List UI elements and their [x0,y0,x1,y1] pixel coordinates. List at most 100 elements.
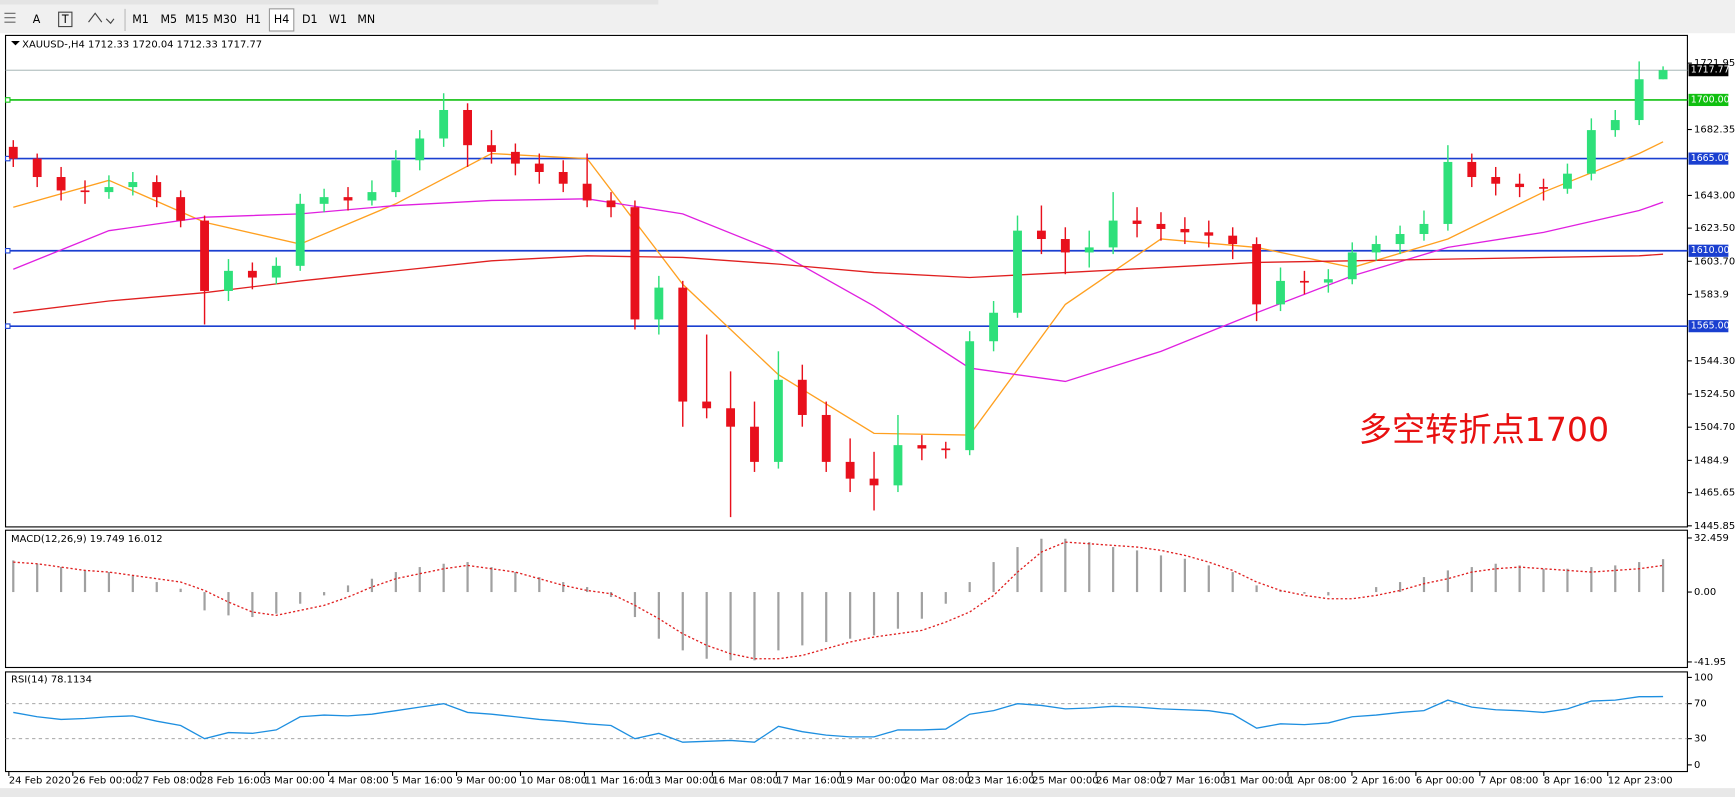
timeframe-button[interactable]: W1 [329,13,347,26]
y-tick-label: 0 [1694,760,1700,771]
candle-body [917,445,927,449]
candle-body [1204,232,1214,236]
x-tick-label: 10 Mar 08:00 [521,775,587,786]
level-handle [4,97,11,103]
candle-body [1276,280,1285,305]
y-tick-label: 70 [1694,699,1707,710]
y-tick-label: 1445.85 [1694,521,1735,532]
candle-body [1467,161,1477,178]
timeframe-selected [268,8,295,32]
x-tick-label: 31 Mar 00:00 [1224,775,1290,786]
timeframe-button[interactable]: M30 [213,13,237,26]
x-tick-label: 19 Mar 00:00 [840,775,906,786]
rsi-title: RSI(14) 78.1134 [11,675,92,686]
candle-body [1586,130,1596,174]
y-tick-label: 1682.35 [1694,125,1735,136]
candle-body [510,151,520,164]
candle-body [845,461,855,479]
timeframe-button[interactable]: D1 [302,13,318,26]
x-tick-label: 25 Mar 00:00 [1032,775,1098,786]
y-tick-label: 32.459 [1694,533,1729,544]
grip-icon [4,12,16,23]
candle-body [8,146,18,159]
candle-body [654,287,664,320]
rsi-panel [4,671,1688,773]
macd-signal [13,541,1664,660]
arrow-tool[interactable] [88,12,115,25]
candle-body [893,445,903,486]
candle-body [176,197,186,221]
x-tick-label: 28 Feb 16:00 [201,775,266,786]
candle-body [367,192,377,201]
candle-body [1443,161,1453,224]
x-tick-label: 13 Mar 00:00 [648,775,714,786]
y-tick-label: 1721.95 [1694,58,1735,69]
candle-body [1539,187,1548,189]
candle-body [1228,235,1238,245]
text-tool[interactable]: A [33,13,41,26]
candle-body [1323,279,1333,283]
y-tick-label: 1484.9 [1694,455,1729,466]
candle-body [200,220,209,291]
candle-body [56,177,66,191]
candle-body [1491,177,1501,184]
tab-strip [0,788,1735,797]
y-tick-label: 100 [1694,672,1713,683]
y-tick-label: 1583.9 [1694,289,1729,300]
x-tick-label: 16 Mar 08:00 [712,775,778,786]
toolbar-top-strip [0,0,659,5]
timeframe-button[interactable]: MN [357,13,375,26]
x-tick-label: 11 Mar 16:00 [584,775,650,786]
timeframe-button[interactable]: M15 [185,13,209,26]
timeframe-button[interactable]: M5 [160,13,177,26]
level-label-box [1688,152,1729,165]
candle-body [487,145,496,152]
level-handle [4,247,11,254]
level-label: 1610.00 [1691,245,1730,256]
y-tick-label: 1504.70 [1694,422,1735,433]
x-tick-label: 12 Apr 23:00 [1608,775,1673,786]
candle-body [1156,223,1166,229]
x-tick-label: 26 Feb 00:00 [73,775,138,786]
chart-header: XAUUSD-,H4 1712.33 1720.04 1712.33 1717.… [22,39,262,50]
x-tick-label: 5 Mar 16:00 [393,775,453,786]
label-tool[interactable] [58,11,73,28]
y-tick-label: 30 [1694,734,1707,745]
y-tick-label: 1544.30 [1694,356,1735,367]
y-tick-label: 1465.65 [1694,488,1735,499]
timeframe-button[interactable]: H1 [246,13,261,26]
y-tick-label: -41.95 [1694,657,1726,668]
x-tick-label: 8 Apr 16:00 [1544,775,1603,786]
toolbar: A T M1 M5 M15 M30 H1 H4 D1 W1 MN [0,0,1735,34]
x-tick-label: 3 Mar 00:00 [265,775,325,786]
timeframe-button[interactable]: M1 [132,13,149,26]
candle-body [463,109,472,146]
candle-body [726,408,736,427]
candle-body [606,200,616,208]
candle-body [1180,228,1190,233]
x-tick-label: 9 Mar 00:00 [457,775,517,786]
candle-body [702,401,712,409]
candle-body [32,158,42,178]
candle-body [1347,252,1357,280]
candle-body [1371,244,1381,253]
annotation: 多空转折点1700 [1359,410,1609,449]
y-tick-label: 1643.00 [1694,190,1735,201]
candle-body [1084,247,1094,253]
candle-body [1419,223,1429,234]
candle-body [343,197,353,201]
level-label: 1700.00 [1691,94,1730,105]
x-tick-label: 2 Apr 16:00 [1352,775,1411,786]
timeframe-button[interactable]: H4 [274,13,289,26]
candle-body [989,312,999,342]
candle-body [128,182,138,188]
candle-body [391,160,401,193]
candle-body [271,265,281,278]
level-label: 1665.00 [1691,153,1730,164]
candle-body [941,448,951,451]
last-price-box [1688,64,1729,77]
candle-body [630,207,640,320]
candle-body [295,203,305,266]
candle-body [797,379,807,415]
